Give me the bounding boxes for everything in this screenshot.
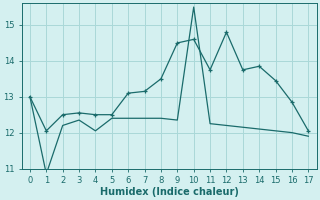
X-axis label: Humidex (Indice chaleur): Humidex (Indice chaleur)	[100, 187, 239, 197]
